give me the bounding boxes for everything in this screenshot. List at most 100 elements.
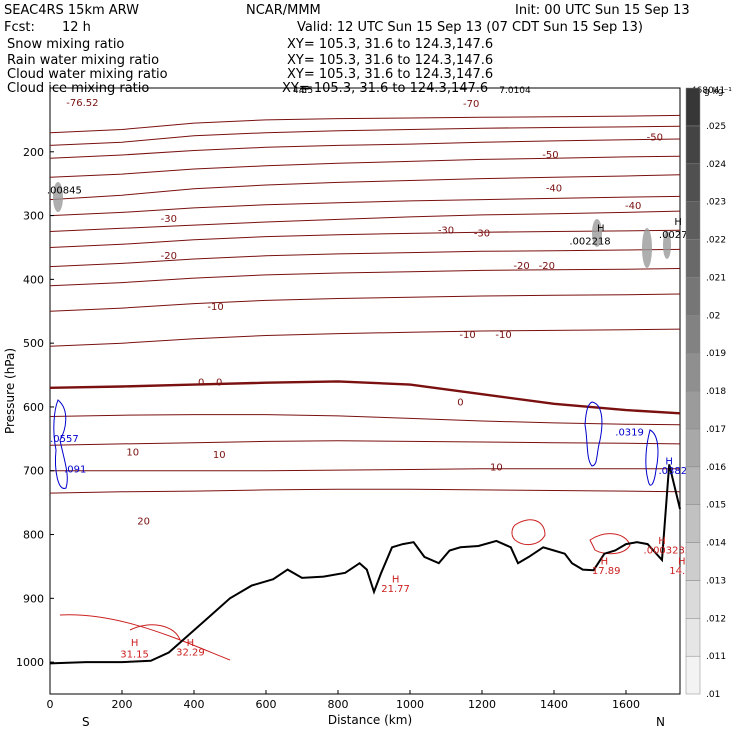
temperature-contour-label: 0	[457, 398, 463, 409]
terrain-line	[49, 464, 681, 665]
field-name-cloud-water: Cloud water mixing ratio	[7, 67, 168, 82]
temperature-contour-0	[49, 380, 681, 415]
colorbar-tick-label: .021	[706, 273, 726, 283]
temperature-contour-label: 10	[126, 447, 139, 458]
rain-water-contour	[511, 519, 546, 546]
temperature-contour-5	[49, 414, 681, 426]
cloud-water-label: .0319	[615, 428, 644, 439]
temperature-contour-label: -76.52	[66, 98, 98, 109]
cloud-water-label: H	[665, 456, 673, 467]
rain-water-label: H	[678, 557, 686, 568]
snow-ice-shaded-area	[642, 228, 652, 268]
colorbar-tick-label: .024	[706, 160, 726, 170]
temperature-contour--35	[49, 195, 681, 217]
rain-water-label: .0003232	[644, 546, 692, 557]
colorbar-tick-label: .019	[706, 349, 726, 359]
temperature-contour--45	[49, 155, 681, 178]
colorbar-swatch	[685, 352, 701, 392]
rain-water-label: H	[187, 638, 195, 649]
x-tick-label: 800	[328, 698, 349, 711]
y-tick-label: 600	[23, 401, 44, 414]
colorbar-tick-label: .017	[706, 425, 726, 435]
temperature-contour-label: -40	[625, 201, 641, 212]
fcst-label: Fcst:	[4, 20, 35, 35]
cloud-water-contour	[645, 429, 659, 486]
temperature-contour--10	[49, 293, 681, 312]
temperature-contour--20	[49, 248, 681, 268]
top-edge-label: 7.0104	[499, 86, 531, 96]
temperature-contours	[49, 114, 681, 494]
rain-water-label: H	[392, 574, 400, 585]
y-tick-label: 1000	[16, 656, 44, 669]
snow-ice-shading	[53, 182, 671, 268]
temperature-contour-label: -40	[546, 183, 562, 194]
x-axis-right-end-label: N	[656, 715, 665, 729]
cloud-water-contour	[584, 401, 603, 467]
temperature-contour-15	[50, 468, 680, 472]
field-name-rain: Rain water mixing ratio	[7, 53, 159, 68]
colorbar-swatch	[685, 125, 701, 165]
init-time: Init: 00 UTC Sun 15 Sep 13	[515, 3, 690, 18]
colorbar-tick-label: .013	[706, 576, 726, 586]
colorbar-tick-label: .023	[706, 198, 726, 208]
y-tick-label: 900	[23, 592, 44, 605]
temperature-contour-label: 0	[216, 377, 222, 388]
snow-ice-extreme-label: .00845	[47, 185, 82, 196]
field-xy-rain: XY= 105.3, 31.6 to 124.3,147.6	[287, 53, 493, 68]
x-tick-label: 1600	[612, 698, 640, 711]
temperature-contour-label: -50	[647, 132, 663, 143]
temperature-contour-label: -20	[161, 251, 177, 262]
rain-water-contour	[59, 614, 231, 661]
temperature-contour-label: -30	[474, 229, 490, 240]
temperature-contour-20	[49, 488, 681, 494]
colorbar-tick-label: .015	[706, 501, 726, 511]
x-tick-label: 400	[184, 698, 205, 711]
colorbar-swatch	[685, 466, 701, 505]
temperature-contour-label: -10	[495, 330, 511, 341]
temperature-contour--40	[49, 174, 681, 201]
colorbar-swatch	[685, 87, 701, 127]
rain-water-contours	[59, 519, 631, 661]
colorbar-tick-label: .02	[706, 311, 720, 321]
temperature-contour-label: -50	[542, 150, 558, 161]
temperature-contour-label: 0	[198, 377, 204, 388]
snow-ice-shaded-area	[592, 219, 602, 247]
x-tick-label: 200	[112, 698, 133, 711]
model-title: SEAC4RS 15km ARW	[4, 3, 139, 18]
temperature-contour-label: -10	[459, 330, 475, 341]
rain-water-label: 17.89	[592, 566, 621, 577]
colorbar-swatch	[685, 163, 701, 202]
colorbar-swatch	[685, 239, 701, 278]
snow-ice-extreme-label: H	[674, 217, 682, 228]
snow-ice-extreme-label: .00276	[659, 230, 694, 241]
cloud-water-contour	[53, 399, 68, 489]
colorbar: .01 .011 .012 .013 .014 .015 .016 .017 .018 .019.…	[685, 87, 726, 700]
x-axis-label: Distance (km)	[328, 713, 412, 727]
colorbar-swatch	[685, 277, 701, 316]
y-tick-label: 200	[23, 146, 44, 159]
temperature-contour--30	[49, 210, 681, 232]
snow-ice-shaded-area	[53, 182, 63, 212]
contour-labels: -76.52 -70 -50 -50 -40 -40 -30 -30 -30 -20 -20 -20 -…	[47, 86, 725, 661]
temperature-contour--25	[49, 229, 681, 248]
snow-ice-extreme-label: .002218	[569, 236, 610, 247]
x-axis-left-end-label: S	[82, 715, 90, 729]
cloud-water-contours	[53, 399, 659, 489]
rain-water-label: H	[601, 557, 609, 568]
y-axis-label: Pressure (hPa)	[3, 348, 17, 434]
cloud-water-label: .091	[64, 465, 86, 476]
top-edge-label: 4.5	[293, 86, 307, 96]
temperature-contour--15	[49, 268, 681, 287]
temperature-contour--60	[49, 125, 681, 146]
snow-ice-extreme-label: H	[597, 224, 605, 235]
colorbar-tick-label: .016	[706, 463, 726, 473]
colorbar-tick-label: .014	[706, 539, 726, 549]
terrain-surface-line	[49, 464, 681, 665]
temperature-contour-label: 20	[137, 516, 150, 527]
temperature-contour-label: -70	[463, 99, 479, 110]
colorbar-tick-label: .01	[706, 690, 720, 700]
org-title: NCAR/MMM	[246, 3, 321, 18]
field-xy-snow: XY= 105.3, 31.6 to 124.3,147.6	[287, 37, 493, 52]
colorbar-tick-label: .018	[706, 387, 726, 397]
top-edge-label: 468041	[691, 86, 725, 96]
